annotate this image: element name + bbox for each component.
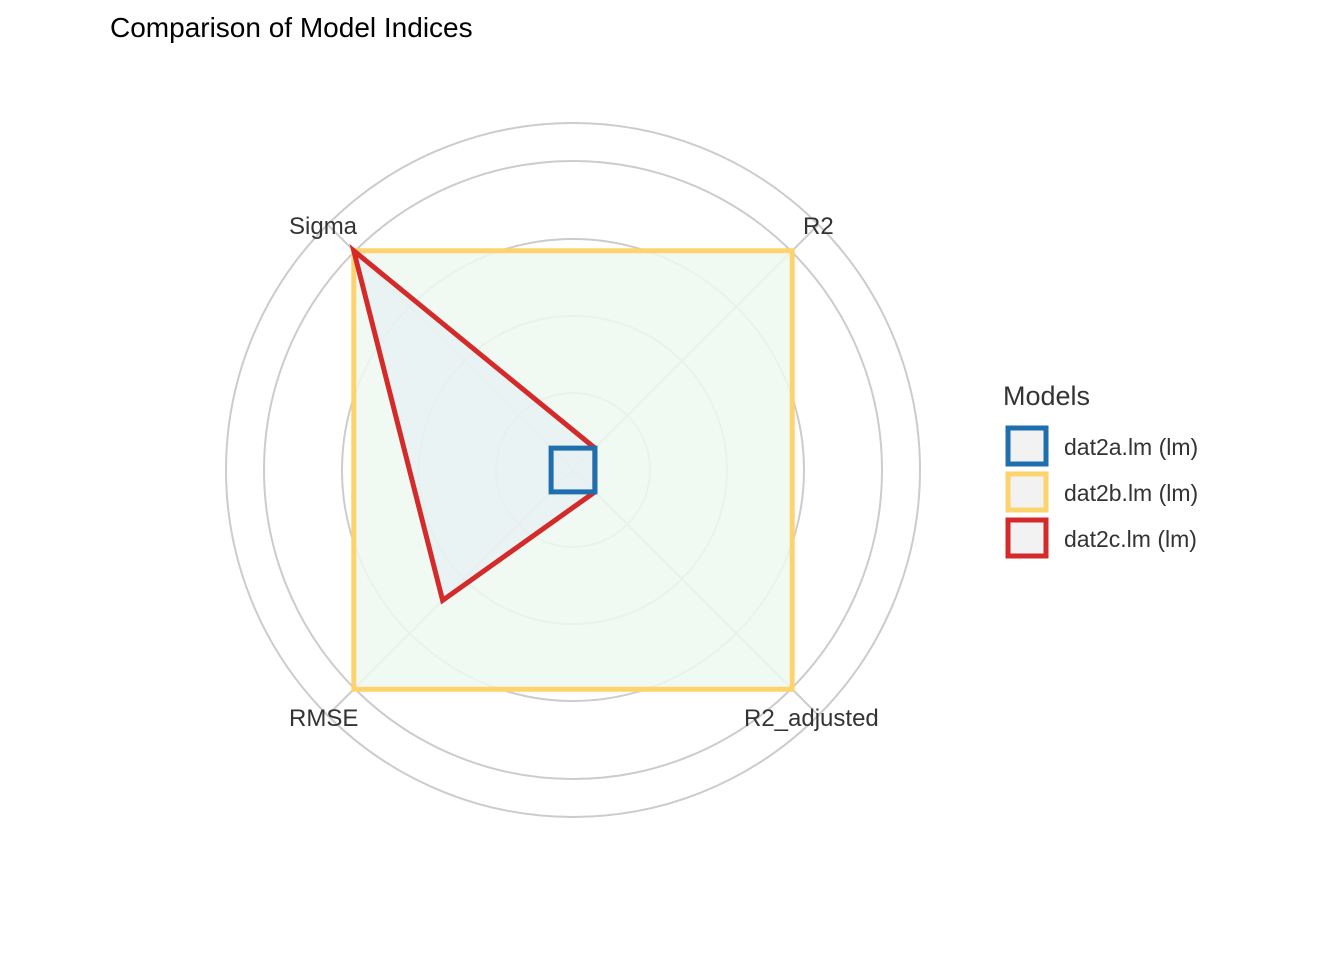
legend-key-dat2c [1005,517,1049,559]
grid-ring [225,122,921,818]
legend-key-dat2b [1005,471,1049,513]
series-fills [353,250,793,690]
grid-ring [341,238,805,702]
series-fill-0 [551,448,595,492]
series-outline-0 [548,445,598,495]
legend-label-dat2b: dat2b.lm (lm) [1064,480,1198,506]
legend: Models dat2a.lm (lm) dat2b.lm (lm) dat2c… [1003,381,1198,559]
axis-label-r2: R2 [803,213,834,240]
axis-label-rmse: RMSE [289,705,358,732]
axis-label-sigma: Sigma [289,213,358,240]
legend-key-dat2a [1005,425,1049,467]
series-outlines [349,244,795,692]
legend-label-dat2a: dat2a.lm (lm) [1064,434,1198,460]
legend-title: Models [1003,381,1090,411]
axis-label-r2-adjusted: R2_adjusted [744,705,879,732]
series-fill-2 [353,250,595,601]
series-outline-1 [351,248,795,692]
grid-ring [263,160,883,780]
legend-label-dat2c: dat2c.lm (lm) [1064,526,1197,552]
chart-title: Comparison of Model Indices [110,12,473,43]
